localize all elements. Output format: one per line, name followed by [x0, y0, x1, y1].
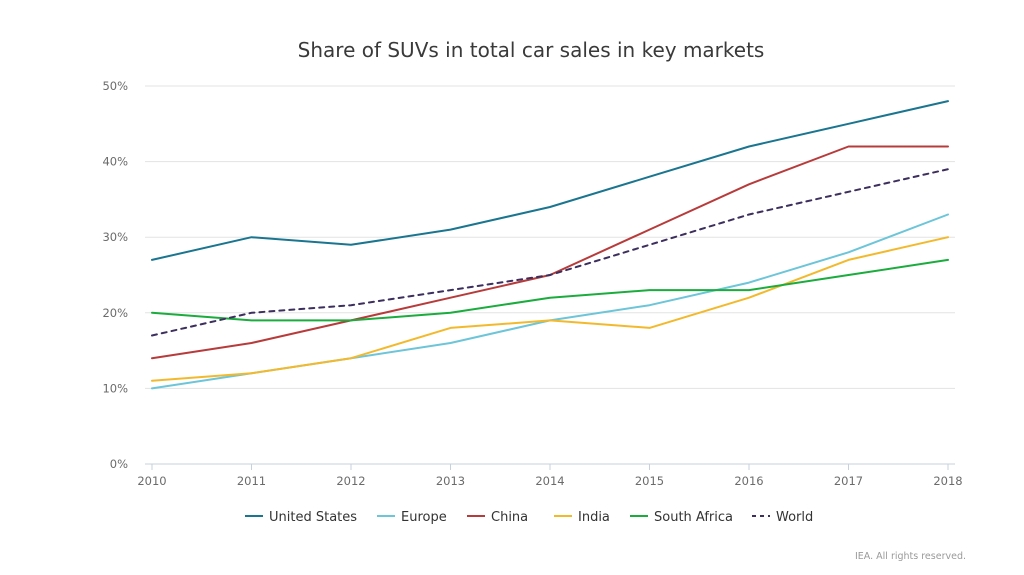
legend-label-united-states: United States: [269, 510, 357, 525]
chart-title: Share of SUVs in total car sales in key …: [298, 38, 765, 62]
y-tick-label: 40%: [102, 155, 128, 169]
legend-label-south-africa: South Africa: [654, 510, 733, 525]
x-tick-label: 2018: [933, 474, 962, 488]
legend: United States Europe China India South Afric…: [245, 510, 813, 525]
x-tick-label: 2010: [137, 474, 166, 488]
series-line-india: [151, 236, 949, 382]
series-line-united-states: [151, 100, 949, 261]
legend-label-world: World: [776, 510, 813, 525]
x-tick-label: 2015: [635, 474, 664, 488]
series-line-europe: [151, 213, 949, 390]
y-tick-label: 10%: [102, 381, 128, 395]
series-lines: [151, 100, 949, 390]
y-tick-label: 0%: [110, 457, 128, 471]
x-tick-label: 2014: [535, 474, 564, 488]
legend-label-china: China: [491, 510, 528, 525]
x-tick-label: 2017: [834, 474, 863, 488]
x-tick-label: 2013: [436, 474, 465, 488]
y-tick-label: 30%: [102, 230, 128, 244]
x-tick-label: 2016: [734, 474, 763, 488]
footer-credit: IEA. All rights reserved.: [855, 551, 966, 562]
y-tick-label: 20%: [102, 306, 128, 320]
y-tick-label: 50%: [102, 79, 128, 93]
series-line-china: [151, 145, 949, 360]
gridlines: 0% 10% 20% 30% 40% 50%: [102, 79, 955, 471]
legend-label-india: India: [578, 510, 610, 525]
series-line-south-africa: [151, 258, 949, 322]
series-line-world: [151, 168, 949, 337]
x-tick-label: 2011: [237, 474, 266, 488]
x-axis: 2010 2011 2012 2013 2014 2015 2016 2017 2018: [137, 463, 963, 488]
x-tick-label: 2012: [336, 474, 365, 488]
legend-label-europe: Europe: [401, 510, 447, 525]
